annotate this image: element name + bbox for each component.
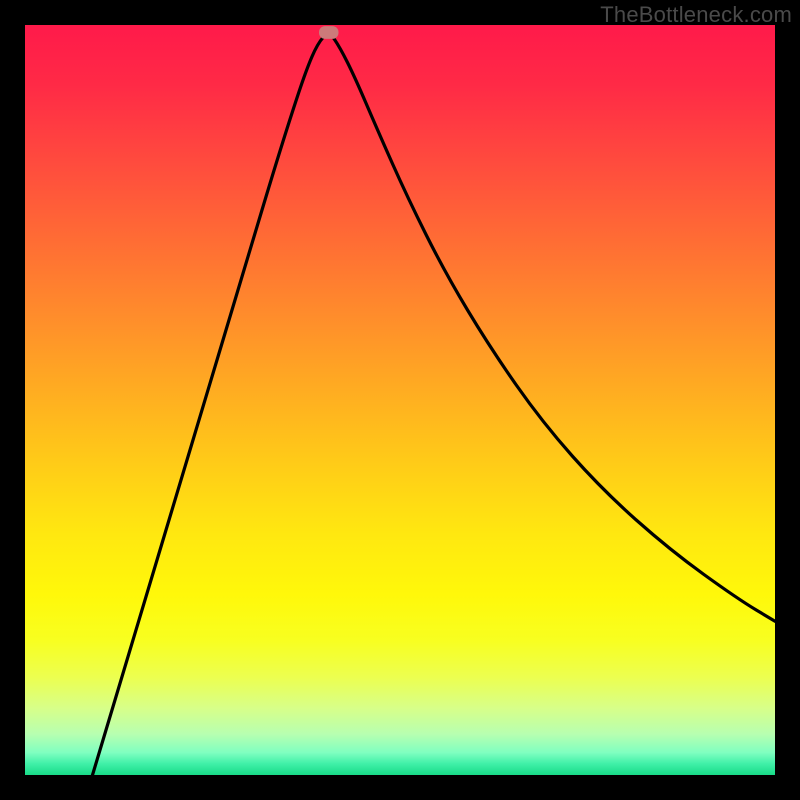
bottleneck-chart [0,0,800,800]
optimum-marker [319,26,339,39]
watermark-text: TheBottleneck.com [600,2,792,28]
plot-area [25,25,775,775]
